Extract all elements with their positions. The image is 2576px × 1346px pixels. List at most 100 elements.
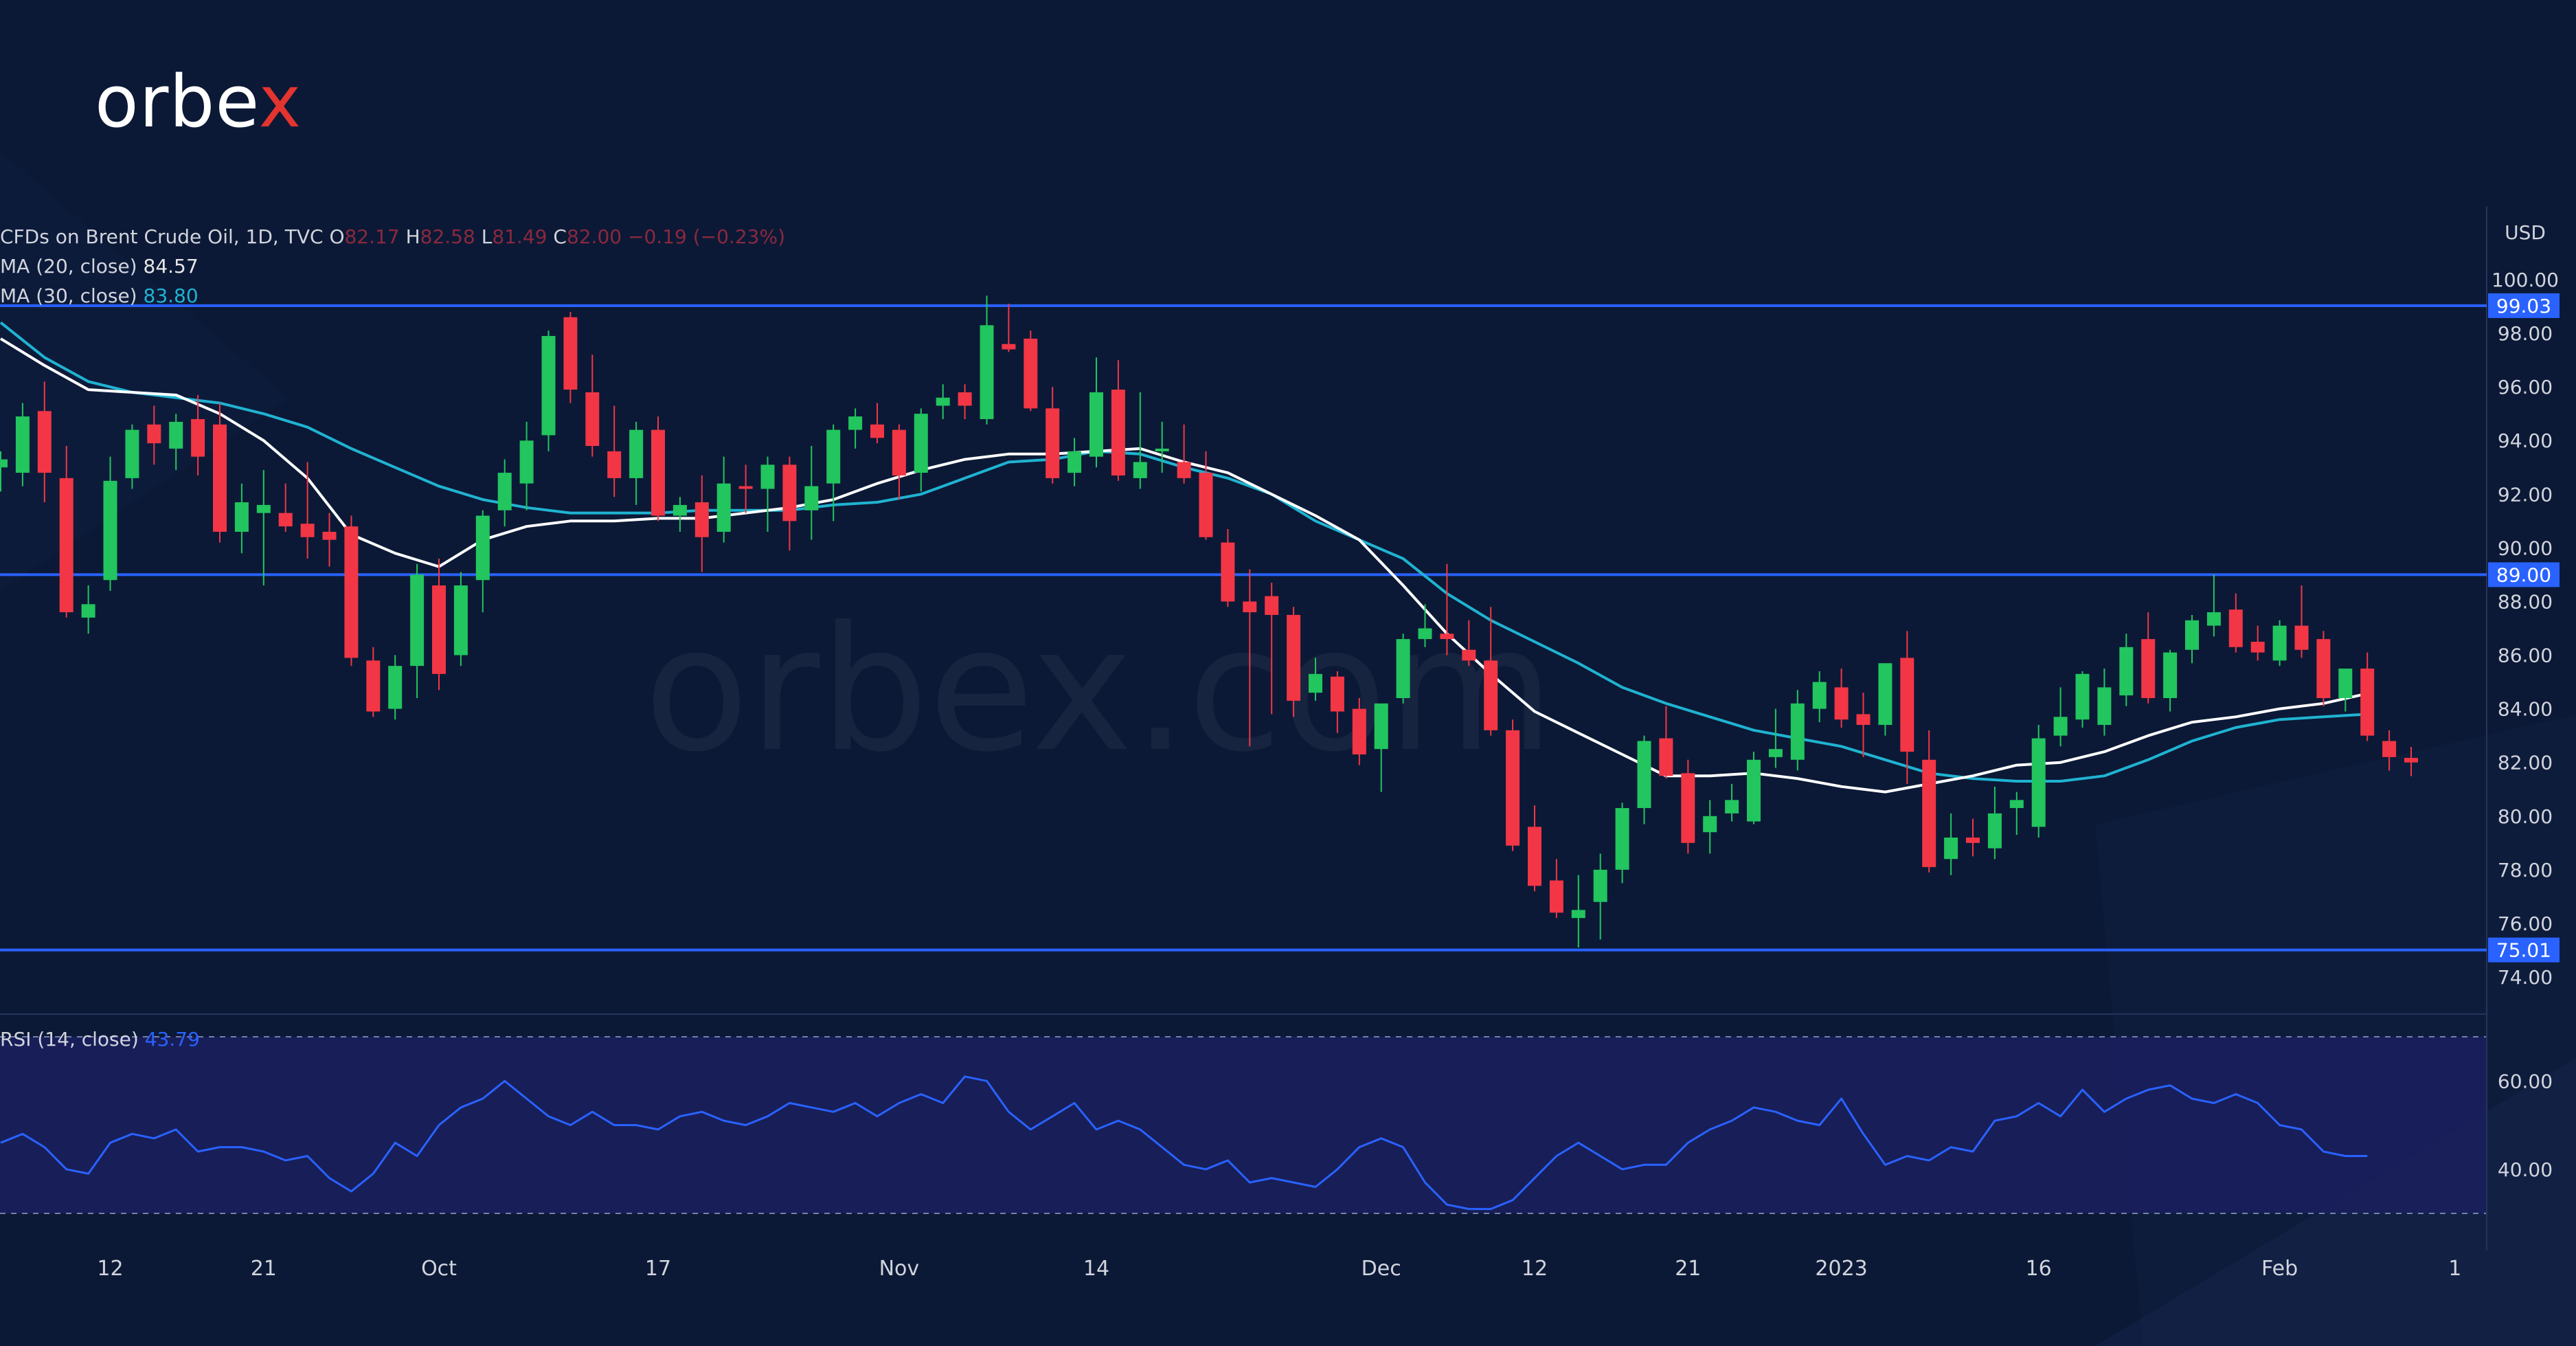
candle-body bbox=[1812, 682, 1827, 709]
candle-body bbox=[1177, 462, 1191, 478]
currency-label: USD bbox=[2505, 221, 2546, 244]
candle-body bbox=[410, 574, 425, 666]
candle-body bbox=[2185, 620, 2199, 650]
legend-ma20-row[interactable]: MA (20, close) 84.57 bbox=[0, 257, 199, 276]
candle-body bbox=[2097, 687, 2112, 726]
level-badge bbox=[2488, 562, 2560, 587]
legend-ma30-row[interactable]: MA (30, close) 83.80 bbox=[0, 287, 199, 306]
price-tick-label: 88.00 bbox=[2498, 590, 2553, 613]
candle-body bbox=[1024, 338, 1038, 409]
candle-body bbox=[1549, 880, 1563, 913]
candle-body bbox=[936, 397, 950, 406]
candle-body bbox=[234, 502, 249, 532]
time-axis: 12 21 Oct 17 Nov 14 Dec 12 21 2023 16 Feb 1 bbox=[97, 1257, 2461, 1281]
legend-change: −0.19 (−0.23%) bbox=[628, 225, 785, 248]
candle-body bbox=[585, 392, 600, 447]
logo-accent-x: x bbox=[258, 60, 302, 144]
candle-body bbox=[1002, 344, 1016, 350]
level-badge-label: 89.00 bbox=[2496, 563, 2551, 586]
rsi-axis: 60.00 40.00 bbox=[2498, 1070, 2553, 1181]
candle-body bbox=[2382, 741, 2397, 757]
legend-l-label: L bbox=[481, 225, 493, 248]
rsi-tick-label: 60.00 bbox=[2498, 1070, 2553, 1092]
candle-body bbox=[760, 464, 775, 489]
candle-body bbox=[738, 486, 753, 489]
candle-body bbox=[125, 429, 139, 478]
candle-body bbox=[213, 424, 227, 532]
candle-body bbox=[673, 504, 687, 516]
level-badge bbox=[2488, 937, 2560, 963]
candle-body bbox=[651, 429, 665, 516]
candle-body bbox=[892, 429, 906, 475]
legend-c-label: C bbox=[553, 225, 567, 248]
candle-body bbox=[782, 464, 797, 521]
legend-ma20-label: MA (20, close) bbox=[0, 255, 137, 278]
time-tick-label: 17 bbox=[645, 1257, 671, 1281]
candle-body bbox=[2404, 758, 2418, 763]
candle-body bbox=[1528, 827, 1541, 886]
candle-body bbox=[1440, 633, 1454, 640]
rsi-band bbox=[0, 1037, 2487, 1213]
candle-body bbox=[1396, 639, 1410, 698]
legend-rsi-value: 43.79 bbox=[144, 1028, 200, 1051]
candle-body bbox=[1046, 408, 1060, 478]
price-tick-label: 90.00 bbox=[2498, 537, 2553, 559]
price-tick-label: 76.00 bbox=[2498, 912, 2553, 935]
candle-body bbox=[1987, 813, 2002, 849]
candle-body bbox=[1243, 601, 1257, 613]
candle-body bbox=[1484, 660, 1498, 730]
candle-body bbox=[607, 451, 622, 478]
price-tick-label: 94.00 bbox=[2498, 429, 2553, 452]
price-tick-label: 86.00 bbox=[2498, 644, 2553, 667]
candle-body bbox=[103, 480, 117, 581]
candle-body bbox=[1966, 838, 1980, 843]
level-badge-label: 75.01 bbox=[2496, 939, 2551, 962]
candle-body bbox=[388, 666, 403, 709]
candle-body bbox=[322, 531, 337, 540]
candle-body bbox=[300, 524, 315, 537]
time-tick-label: 12 bbox=[1522, 1257, 1548, 1281]
time-tick-label: 2023 bbox=[1815, 1257, 1867, 1281]
horizontal-levels: 99.03 89.00 75.01 bbox=[0, 293, 2560, 963]
price-tick-label: 82.00 bbox=[2498, 752, 2553, 774]
candle-body bbox=[2009, 800, 2024, 809]
logo-text: orbe bbox=[95, 60, 259, 144]
candle-body bbox=[2338, 669, 2353, 698]
candle-body bbox=[1418, 628, 1432, 640]
price-tick-label: 96.00 bbox=[2498, 376, 2553, 399]
candle-body bbox=[1309, 673, 1322, 693]
legend-rsi-label: RSI (14, close) bbox=[0, 1028, 139, 1051]
candle-body bbox=[169, 421, 183, 449]
price-tick-label: 100.00 bbox=[2492, 269, 2559, 291]
legend-ma30-value: 83.80 bbox=[143, 284, 199, 307]
candle-body bbox=[1681, 773, 1695, 843]
candle-body bbox=[344, 526, 359, 658]
legend-ma20-value: 84.57 bbox=[143, 255, 199, 278]
legend-rsi-row[interactable]: RSI (14, close) 43.79 bbox=[0, 1030, 200, 1049]
candle-body bbox=[1199, 473, 1213, 537]
candle-body bbox=[453, 585, 468, 655]
candle-body bbox=[1703, 816, 1717, 833]
candle-body bbox=[0, 459, 8, 468]
candle-body bbox=[1330, 676, 1344, 712]
orbex-logo: orbex bbox=[95, 66, 302, 137]
candle-body bbox=[1506, 730, 1520, 846]
candle-body bbox=[1637, 741, 1651, 809]
candle-body bbox=[1571, 910, 1585, 919]
candle-body bbox=[37, 411, 52, 473]
candle-body bbox=[147, 424, 161, 444]
candle-body bbox=[2141, 639, 2156, 698]
rsi-tick-label: 40.00 bbox=[2498, 1158, 2553, 1181]
time-tick-label: Dec bbox=[1362, 1257, 1401, 1281]
legend-symbol: CFDs on Brent Crude Oil, 1D, TVC bbox=[0, 225, 324, 248]
candle-body bbox=[958, 392, 972, 406]
price-axis: 100.00 98.00 96.00 94.00 92.00 90.00 88.00 86.0… bbox=[2492, 269, 2559, 989]
candle-body bbox=[914, 414, 928, 473]
candle-body bbox=[2272, 625, 2287, 661]
candle-body bbox=[1265, 596, 1279, 615]
price-tick-label: 78.00 bbox=[2498, 859, 2553, 882]
candle-body bbox=[1768, 749, 1783, 757]
candle-body bbox=[1287, 614, 1301, 701]
candle-body bbox=[366, 660, 381, 712]
